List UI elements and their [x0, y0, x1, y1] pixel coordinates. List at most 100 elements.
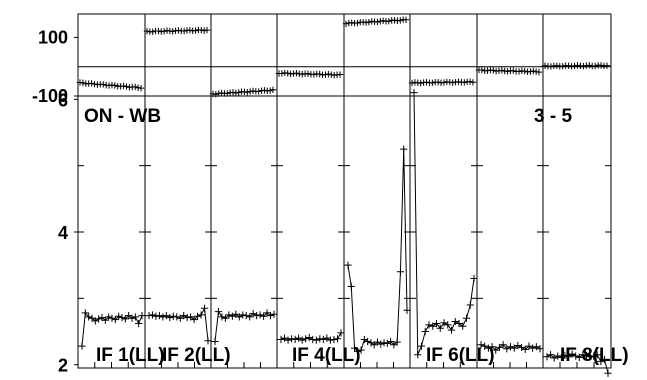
phase-point — [597, 62, 605, 69]
amplitude-point — [554, 352, 562, 360]
amplitude-point — [414, 351, 422, 359]
amplitude-point — [295, 334, 303, 342]
amplitude-point — [330, 335, 338, 344]
phase-series — [475, 66, 543, 76]
amplitude-point — [536, 345, 544, 353]
phase-series — [541, 62, 611, 70]
amplitude-point — [337, 329, 345, 337]
amplitude-point — [514, 341, 522, 350]
amplitude-point — [108, 314, 116, 322]
amplitude-point — [380, 339, 388, 347]
phase-point — [429, 79, 436, 87]
amplitude-series-line — [413, 92, 475, 355]
phase-point — [100, 81, 107, 88]
phase-point — [408, 79, 416, 87]
phase-point — [521, 67, 528, 75]
phase-point — [266, 87, 274, 94]
phase-point — [559, 63, 566, 70]
phase-point — [354, 19, 361, 27]
phase-point — [466, 78, 474, 85]
amplitude-point — [354, 347, 362, 356]
phase-point — [510, 67, 517, 74]
phase-point — [336, 71, 344, 78]
amplitude-point — [561, 351, 569, 359]
phase-point — [603, 62, 611, 69]
phase-point — [160, 28, 168, 35]
phase-point — [304, 70, 312, 77]
amplitude-point — [429, 322, 437, 330]
phase-point — [255, 88, 262, 95]
phase-series — [143, 26, 211, 35]
phase-point — [137, 84, 145, 92]
phase-ytick-label: -100 — [32, 86, 68, 106]
amplitude-point — [499, 341, 507, 349]
phase-series — [209, 86, 277, 98]
amplitude-point — [451, 317, 459, 326]
amplitude-point — [316, 335, 324, 343]
amplitude-point — [291, 335, 299, 344]
amplitude-point — [115, 312, 123, 320]
amplitude-point — [488, 343, 496, 351]
phase-point — [316, 70, 323, 78]
amplitude-point — [347, 282, 355, 290]
amplitude-point — [572, 352, 580, 360]
amplitude-point — [266, 311, 275, 320]
phase-point — [175, 27, 182, 34]
amplitude-point — [319, 335, 327, 344]
amplitude-point — [417, 342, 426, 350]
phase-ytick-label: 100 — [38, 27, 68, 47]
amplitude-point — [333, 335, 342, 343]
amplitude-point — [259, 312, 268, 320]
amplitude-point — [105, 313, 113, 321]
header-left-label: ON - WB — [84, 106, 161, 127]
amplitude-point — [183, 313, 191, 322]
phase-point — [365, 18, 373, 26]
phase-point — [123, 83, 130, 90]
amplitude-point — [197, 311, 205, 319]
phase-point — [246, 88, 254, 95]
phase-point — [455, 78, 462, 85]
amplitude-point — [503, 345, 511, 353]
phase-point — [192, 27, 199, 34]
panel-label: IF 2(LL) — [162, 345, 231, 366]
amplitude-point — [403, 306, 411, 314]
phase-point — [580, 62, 587, 70]
amplitude-point — [436, 324, 444, 332]
amplitude-point — [218, 313, 226, 321]
amplitude-point — [309, 335, 317, 344]
phase-series — [76, 79, 145, 92]
phase-point — [169, 28, 176, 35]
amplitude-series-line — [148, 306, 209, 341]
amplitude-point — [590, 352, 598, 360]
amplitude-series — [145, 304, 212, 345]
phase-series — [275, 69, 344, 79]
tick-marks — [74, 36, 611, 368]
amplitude-point — [284, 336, 292, 344]
amplitude-point — [586, 353, 594, 361]
phase-point — [131, 83, 139, 91]
phase-point — [186, 27, 194, 34]
amplitude-point — [173, 313, 181, 321]
amplitude-point — [357, 346, 365, 354]
amplitude-point — [481, 342, 489, 350]
amplitude-point — [525, 342, 533, 350]
phase-point — [402, 16, 410, 23]
amplitude-series — [78, 309, 146, 350]
phase-point — [423, 79, 430, 86]
amp-ytick-label: 6 — [58, 90, 68, 110]
phase-point — [535, 68, 543, 76]
amplitude-point — [360, 335, 368, 344]
amplitude-point — [280, 334, 289, 342]
amplitude-point — [396, 268, 405, 276]
amplitude-point — [135, 319, 143, 328]
phase-point — [79, 79, 87, 87]
amplitude-point — [393, 338, 401, 346]
phase-point — [504, 68, 511, 75]
phase-point — [541, 62, 549, 69]
panel-frames — [77, 13, 612, 369]
amplitude-point — [148, 311, 157, 319]
amplitude-point — [367, 339, 375, 347]
amplitude-point — [444, 321, 452, 329]
amplitude-point — [190, 315, 198, 324]
amplitude-point — [85, 313, 93, 321]
